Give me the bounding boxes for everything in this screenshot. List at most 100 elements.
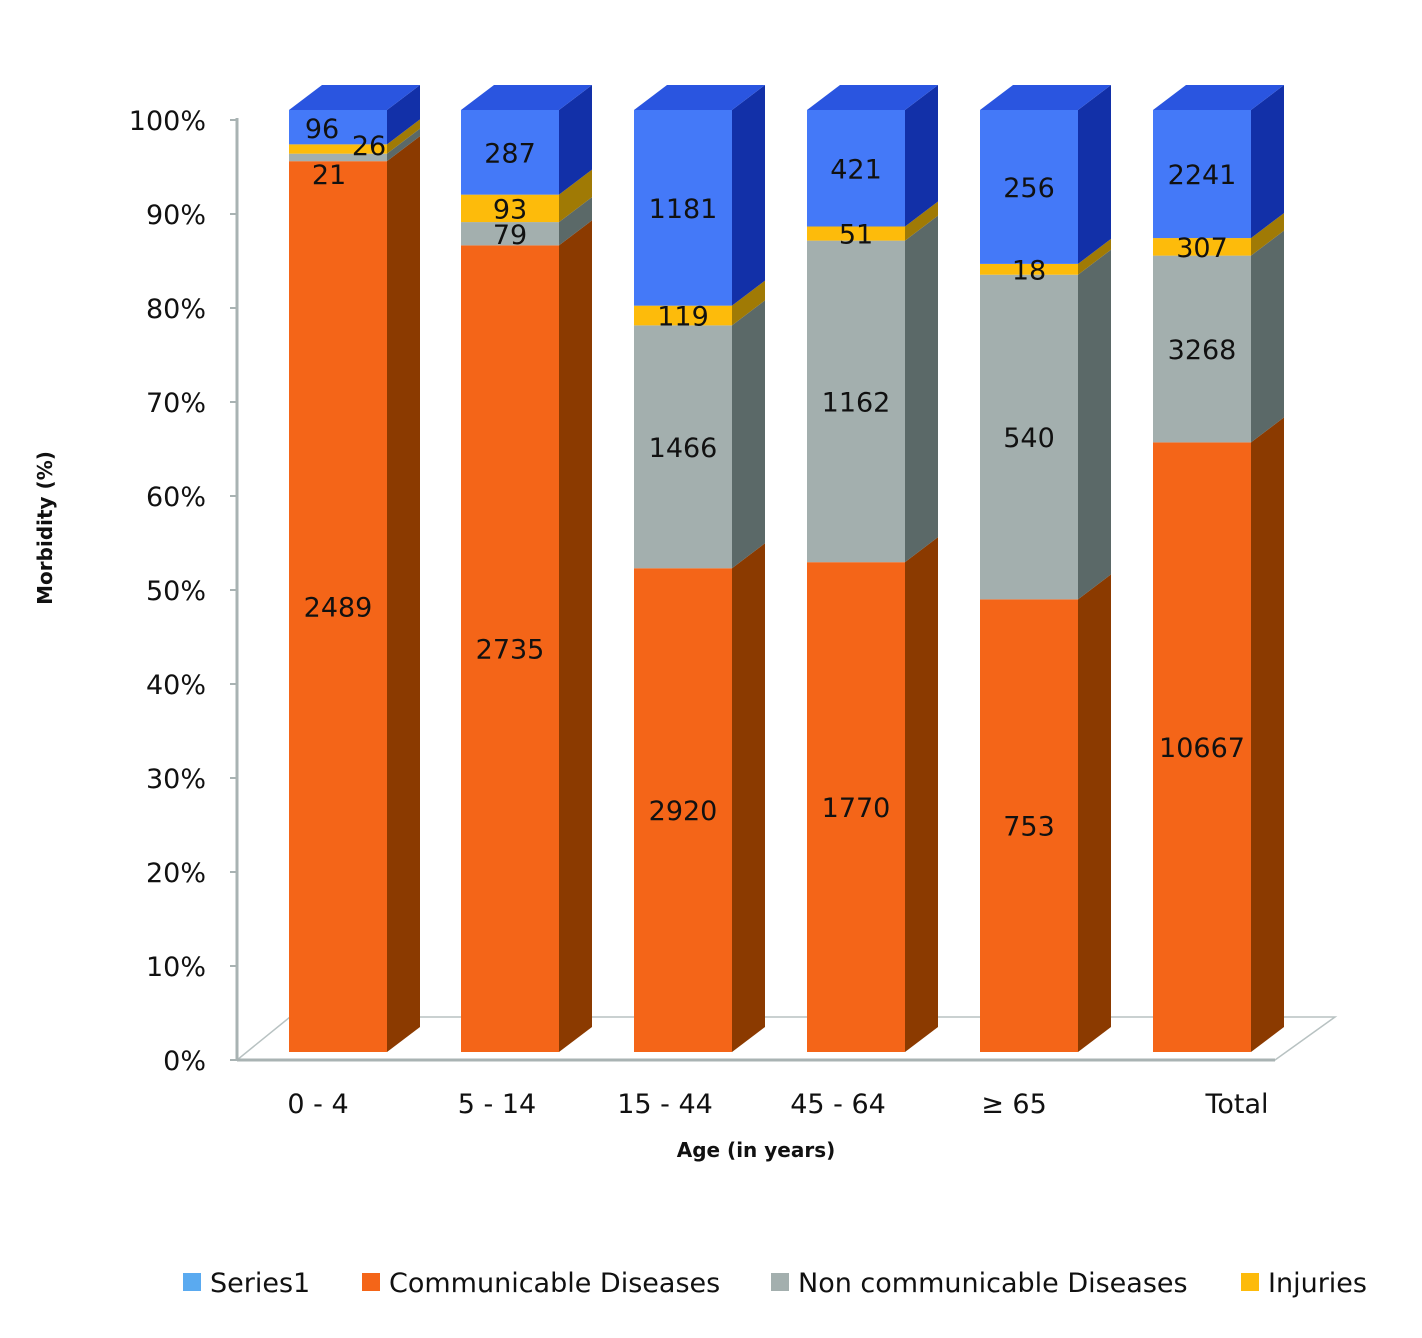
legend-swatch: [1241, 1273, 1259, 1291]
legend-label: Injuries: [1268, 1268, 1367, 1299]
bar-segment-side: [1078, 238, 1111, 275]
bar-segment: [461, 110, 559, 195]
data-label: 753: [1003, 812, 1055, 843]
data-label: 3268: [1168, 335, 1237, 366]
data-label: 421: [830, 154, 882, 185]
y-tick-label: 30%: [146, 764, 206, 795]
y-tick-label: 50%: [146, 576, 206, 607]
data-label: 21: [312, 160, 346, 191]
bar-top: [461, 85, 592, 110]
data-label: 1770: [822, 793, 891, 824]
data-label: 10667: [1159, 733, 1245, 764]
bar-stack: [461, 85, 592, 1052]
bar-segment: [1153, 238, 1251, 256]
x-tick-label: 5 - 14: [458, 1089, 536, 1120]
bar-top: [634, 85, 765, 110]
bar-segment: [807, 226, 905, 241]
data-label: 18: [1012, 255, 1046, 286]
data-label: 96: [305, 114, 339, 145]
bar-segment: [807, 240, 905, 563]
x-tick-label: Total: [1204, 1089, 1268, 1120]
bar-stack: [634, 85, 765, 1052]
bar-segment: [980, 274, 1078, 600]
data-label: 307: [1176, 233, 1228, 264]
y-tick-label: 20%: [146, 858, 206, 889]
legend-swatch: [771, 1273, 789, 1291]
y-tick-label: 0%: [163, 1046, 206, 1077]
bar-segment: [461, 222, 559, 246]
bar-segment-side: [1251, 85, 1284, 239]
data-label: 26: [352, 131, 386, 162]
data-label: 540: [1003, 423, 1055, 454]
legend-label: Series1: [210, 1268, 310, 1299]
bar-segment-side: [387, 128, 420, 162]
y-tick-label: 10%: [146, 952, 206, 983]
bar-segment: [289, 144, 387, 154]
bar-segment: [634, 325, 732, 569]
bar-segment-side: [559, 85, 592, 195]
data-label: 2241: [1168, 160, 1237, 191]
bar-segment-side: [1078, 249, 1111, 600]
bar-segment-side: [559, 169, 592, 223]
x-axis-title: Age (in years): [677, 1138, 836, 1162]
x-tick-label: 15 - 44: [617, 1089, 713, 1120]
y-tick-label: 60%: [146, 482, 206, 513]
y-tick-label: 100%: [129, 106, 206, 137]
data-label: 119: [657, 302, 709, 333]
bar-top: [289, 85, 420, 110]
bar-stack: [807, 85, 938, 1052]
bar-segment-side: [559, 220, 592, 1052]
bar-segment-side: [387, 85, 420, 145]
bar-segment: [634, 568, 732, 1052]
bar-top: [980, 85, 1111, 110]
legend-swatch: [183, 1273, 201, 1291]
legend-swatch: [362, 1273, 380, 1291]
y-tick-label: 40%: [146, 670, 206, 701]
bar-stack: [289, 85, 420, 1053]
bar-segment-side: [1251, 213, 1284, 256]
bar-segment: [1153, 255, 1251, 443]
data-label: 1466: [649, 433, 718, 464]
bar-segment-side: [732, 300, 765, 569]
data-label: 51: [839, 220, 873, 251]
data-label: 2735: [476, 635, 545, 666]
legend-label: Non communicable Diseases: [798, 1268, 1188, 1299]
bar-segment: [807, 110, 905, 227]
bar-segment-side: [387, 119, 420, 154]
data-label: 256: [1003, 173, 1055, 204]
bar-segment-side: [732, 543, 765, 1052]
bar-segment: [289, 110, 387, 145]
bar-segment: [980, 599, 1078, 1052]
data-label: 1162: [822, 387, 891, 418]
y-tick-label: 70%: [146, 388, 206, 419]
bar-segment: [807, 562, 905, 1052]
y-tick-label: 90%: [146, 200, 206, 231]
data-label: 1181: [649, 194, 718, 225]
bar-segment-side: [559, 197, 592, 246]
bar-stack: [980, 85, 1111, 1052]
bar-segment-side: [1078, 574, 1111, 1052]
bar-segment: [289, 153, 387, 162]
data-label: 79: [493, 220, 527, 251]
bar-segment-side: [1251, 417, 1284, 1052]
bar-segment: [980, 263, 1078, 275]
bar-segment: [461, 245, 559, 1052]
bar-segment-side: [905, 201, 938, 241]
legend-label: Communicable Diseases: [389, 1268, 720, 1299]
y-tick-label: 80%: [146, 294, 206, 325]
data-label: 93: [493, 194, 527, 225]
bar-segment: [461, 194, 559, 223]
bar-segment-side: [905, 537, 938, 1052]
bar-segment: [1153, 110, 1251, 239]
data-label: 287: [484, 138, 536, 169]
bar-segment-side: [1078, 85, 1111, 264]
x-tick-label: 0 - 4: [287, 1089, 348, 1120]
x-tick-label: 45 - 64: [790, 1089, 886, 1120]
bar-segment: [289, 161, 387, 1053]
bar-top: [807, 85, 938, 110]
bar-segment-side: [387, 136, 420, 1053]
bar-stack: [1153, 85, 1284, 1052]
y-axis-title: Morbidity (%): [33, 451, 57, 605]
bar-segment-side: [905, 215, 938, 563]
